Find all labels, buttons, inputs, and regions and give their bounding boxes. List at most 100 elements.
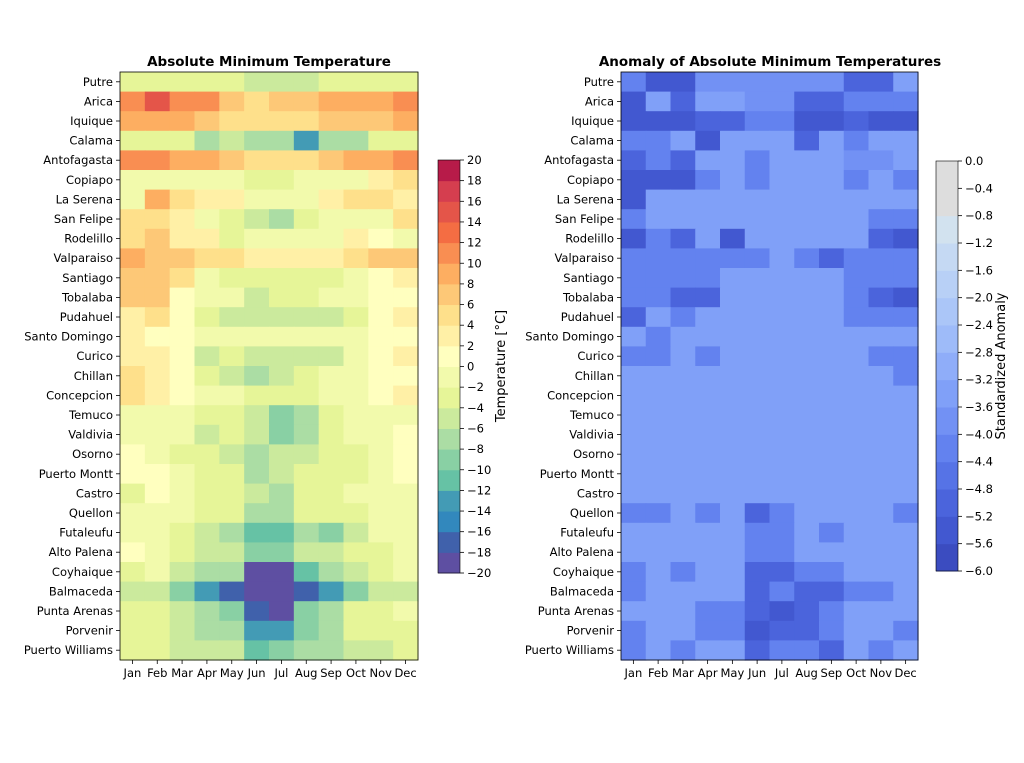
colorbar-tick-label: −6 [467,421,484,435]
heatmap-cell [318,562,345,583]
heatmap-cell [293,307,320,328]
heatmap-cell [868,542,894,563]
heatmap-cell [819,366,845,387]
heatmap-cell [843,130,870,151]
heatmap-cell [893,111,919,132]
heatmap-cell [843,562,870,583]
heatmap-cell [194,287,220,308]
heatmap-cell [169,562,196,583]
heatmap-cell [893,326,919,347]
heatmap-cell [194,385,220,406]
y-tick-label: Copiapo [567,173,614,187]
heatmap-cell [219,228,245,249]
heatmap-cell [893,228,919,249]
heatmap-cell [293,366,320,387]
heatmap-cell [269,503,295,524]
heatmap-cell [819,385,845,406]
heatmap-cell [720,130,746,151]
heatmap-cell [120,385,146,406]
heatmap-cell [769,424,795,445]
heatmap-cell [893,189,919,210]
x-tick-label: Oct [346,666,366,680]
heatmap-cell [621,542,647,563]
heatmap-cell [293,581,320,602]
y-tick-label: La Serena [557,192,614,206]
heatmap-cell [144,601,171,622]
colorbar-swatch [936,297,958,326]
heatmap-cell [120,424,146,445]
colorbar-swatch [438,283,460,306]
heatmap-cell [194,346,220,367]
heatmap-cell [368,640,394,661]
heatmap-cell [868,72,894,93]
heatmap-cell [244,91,270,112]
heatmap-cell [769,170,795,191]
heatmap-cell [670,464,696,485]
heatmap-cell [244,111,270,132]
heatmap-cell [169,346,196,367]
heatmap-cell [794,189,820,210]
colorbar-swatch [936,434,958,463]
heatmap-cell [144,464,171,485]
heatmap-cell [368,150,394,171]
y-tick-label: Quellon [69,506,113,520]
heatmap-cell [368,366,394,387]
heatmap-cell [144,444,171,465]
colorbar-tick-label: −1.6 [965,263,993,277]
heatmap-cell [769,346,795,367]
anomaly-colorbar: 0.0 −0.4 −0.8 −1.2 −1.6 −2.0 −2.4 −2.8 −3.2 −3.6 −… [935,154,993,578]
heatmap-cell [819,640,845,661]
heatmap-cell [368,346,394,367]
heatmap-cell [269,424,295,445]
heatmap-cell [120,464,146,485]
heatmap-cell [744,170,771,191]
heatmap-cell [720,405,746,426]
heatmap-cell [343,130,369,151]
heatmap-cell [720,444,746,465]
heatmap-cell [120,620,146,641]
heatmap-cell [343,601,369,622]
heatmap-cell [120,640,146,661]
colorbar-swatch [936,352,958,381]
heatmap-cell [744,542,771,563]
heatmap-cell [868,346,894,367]
heatmap-cell [269,268,295,289]
y-tick-label: Temuco [569,408,614,422]
heatmap-cell [169,503,196,524]
heatmap-cell [819,150,845,171]
heatmap-cell [194,228,220,249]
heatmap-cell [368,130,394,151]
heatmap-cell [769,248,795,269]
heatmap-cell [194,620,220,641]
heatmap-cell [269,228,295,249]
heatmap-cell [169,248,196,269]
heatmap-cell [269,620,295,641]
heatmap-cell [318,307,345,328]
heatmap-cell [769,150,795,171]
heatmap-cell [621,424,647,445]
heatmap-cell [120,366,146,387]
heatmap-cell [194,542,220,563]
y-tick-label: Quellon [570,506,614,520]
heatmap-cell [144,150,171,171]
heatmap-cell [368,91,394,112]
heatmap-cell [194,581,220,602]
colorbar-label: Temperature [°C] [494,310,509,423]
heatmap-cell [269,581,295,602]
colorbar-swatch [438,407,460,429]
heatmap-cell [621,91,647,112]
heatmap-cell [368,326,394,347]
heatmap-cell [219,601,245,622]
heatmap-cell [393,111,419,132]
colorbar-swatch [438,345,460,367]
heatmap-cell [368,405,394,426]
heatmap-cell [169,209,196,230]
heatmap-cell [645,366,672,387]
heatmap-cell [343,620,369,641]
colorbar-tick-label: −0.4 [965,181,993,195]
heatmap-cell [368,581,394,602]
heatmap-cell [393,522,419,543]
colorbar-tick-label: 10 [467,256,482,270]
heatmap-cell [769,130,795,151]
heatmap-cell [645,483,672,504]
